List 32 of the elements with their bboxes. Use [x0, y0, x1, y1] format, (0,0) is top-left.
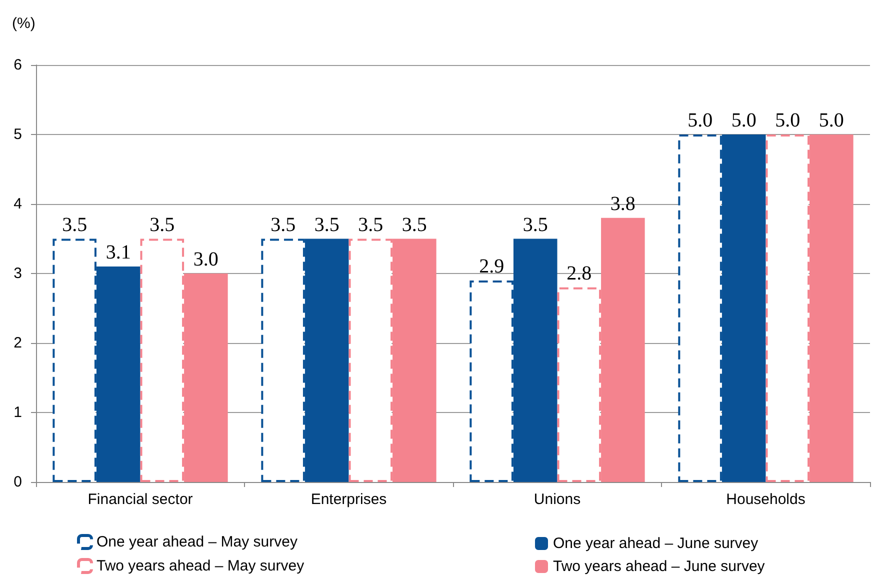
data-label: 2.9 — [479, 255, 504, 278]
y-tick-label: 6 — [14, 56, 22, 74]
data-label: 5.0 — [818, 110, 844, 132]
y-tick-label: 0 — [14, 474, 22, 490]
data-label: 3.5 — [402, 214, 427, 236]
data-label: 3.8 — [610, 192, 636, 215]
data-label: 3.5 — [270, 214, 296, 236]
legend-label: Two years ahead – June survey — [553, 558, 766, 575]
y-tick-label: 1 — [14, 404, 22, 421]
data-label: 3.5 — [522, 214, 548, 236]
data-label: 3.5 — [358, 214, 384, 236]
data-label: 3.5 — [314, 214, 340, 236]
legend-label: One year ahead – June survey — [553, 535, 759, 552]
data-label: 3.0 — [193, 248, 218, 270]
data-label: 3.5 — [150, 214, 175, 236]
y-tick-label: 5 — [14, 126, 22, 143]
x-tick-label: Households — [726, 491, 806, 508]
y-tick-label: 2 — [14, 334, 22, 352]
data-label: 3.5 — [62, 214, 88, 236]
data-label: 2.8 — [566, 262, 592, 284]
y-axis-title: (%) — [12, 15, 36, 32]
data-label: 5.0 — [688, 110, 713, 132]
y-tick-label: 3 — [14, 265, 22, 282]
y-tick-label: 4 — [14, 196, 22, 212]
x-tick-label: Financial sector — [88, 491, 193, 508]
x-tick-label: Enterprises — [310, 491, 387, 508]
legend-label: Two years ahead – May survey — [96, 558, 305, 574]
legend-label: One year ahead – May survey — [96, 534, 298, 550]
x-tick-label: Unions — [534, 491, 581, 508]
data-label: 3.1 — [106, 242, 131, 264]
data-label: 5.0 — [775, 110, 800, 132]
data-label: 5.0 — [731, 110, 756, 132]
